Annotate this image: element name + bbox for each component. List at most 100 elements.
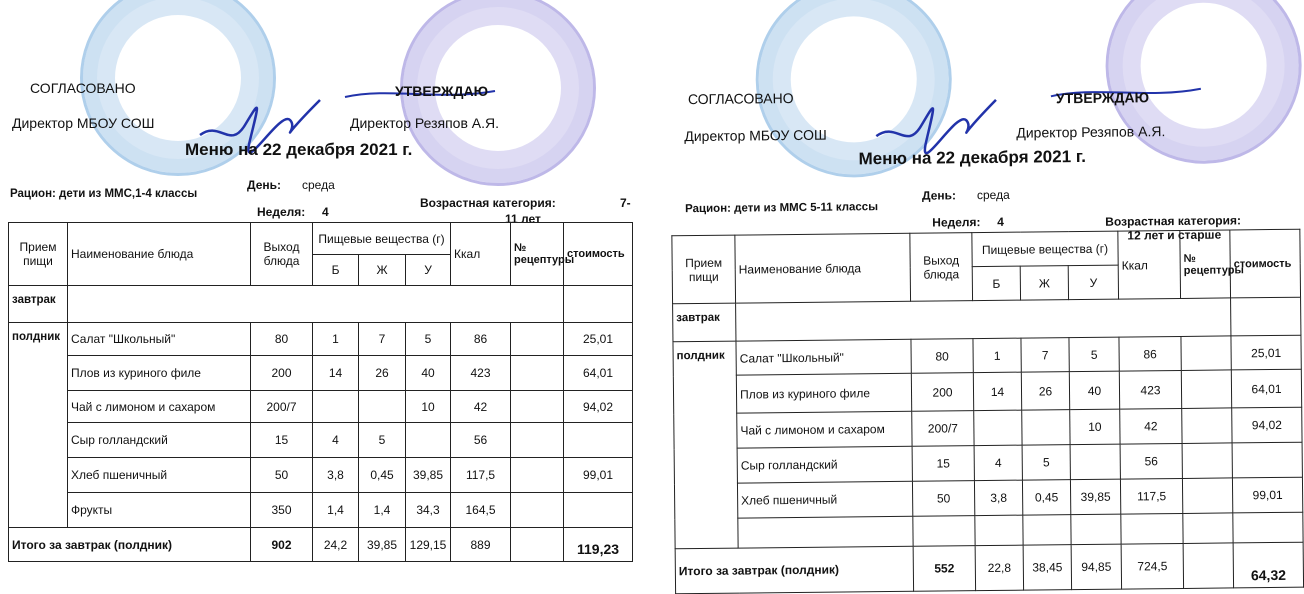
header-kcal: Ккал xyxy=(1117,230,1181,300)
header-meal: Прием пищи xyxy=(8,222,68,286)
cell-carbs: 39,85 xyxy=(1070,479,1121,515)
cell-cost: 64,01 xyxy=(563,355,634,391)
cell-cost xyxy=(563,422,634,458)
total-recipe xyxy=(510,527,565,562)
cell-yield: 50 xyxy=(912,480,975,517)
header-cost: стоимость xyxy=(563,222,634,286)
cell-kcal: 86 xyxy=(450,322,512,356)
cell-recipe xyxy=(1182,442,1233,479)
total-fats: 38,45 xyxy=(1023,544,1072,591)
cell-yield: 200 xyxy=(911,372,974,412)
cell-proteins: 14 xyxy=(973,372,1022,411)
total-label: Итого за завтрак (полдник) xyxy=(675,546,914,594)
cell-fats xyxy=(1021,409,1071,446)
empty-cell xyxy=(563,285,634,323)
cell-fats: 26 xyxy=(1021,371,1070,411)
meal-breakfast: завтрак xyxy=(672,303,736,342)
cell-yield: 80 xyxy=(910,338,974,374)
cell-kcal: 56 xyxy=(450,422,512,458)
cell-carbs xyxy=(1070,514,1122,545)
cell-carbs: 34,3 xyxy=(404,492,452,528)
total-row: Итого за завтрак (полдник) 902 24,2 39,85 12… xyxy=(8,527,634,562)
cell-yield: 80 xyxy=(250,322,313,356)
cell-proteins xyxy=(312,390,359,423)
cell-dish-name: Сыр голландский xyxy=(737,446,913,484)
cell-yield: 350 xyxy=(250,492,313,528)
cell-fats: 5 xyxy=(1022,444,1071,481)
cell-carbs: 40 xyxy=(404,355,452,391)
cell-recipe xyxy=(1181,369,1232,409)
round-stamp-blue xyxy=(80,0,276,176)
cell-kcal xyxy=(1120,513,1184,545)
director-left-label: Директор МБОУ СОШ xyxy=(684,126,827,145)
cell-yield: 200/7 xyxy=(250,390,313,423)
cell-carbs: 40 xyxy=(1069,371,1120,410)
cell-kcal: 42 xyxy=(450,390,512,423)
cell-yield xyxy=(912,515,976,547)
cell-kcal: 117,5 xyxy=(1120,478,1183,515)
menu-table: Прием пищи Наименование блюда Выход блюда П… xyxy=(8,222,634,562)
age-category-label: Возрастная категория: xyxy=(1105,213,1242,229)
cell-cost: 64,01 xyxy=(1231,369,1302,408)
header-meal: Прием пищи xyxy=(671,235,736,304)
total-kcal: 724,5 xyxy=(1121,543,1184,590)
cell-dish-name: Хлеб пшеничный xyxy=(67,457,251,493)
meal-breakfast: завтрак xyxy=(8,285,68,323)
cell-kcal: 86 xyxy=(1118,336,1182,372)
cell-fats: 5 xyxy=(358,422,406,458)
header-fats: Ж xyxy=(1020,265,1069,301)
cell-recipe xyxy=(510,322,565,356)
menu-page-1: СОГЛАСОВАНО Директор МБОУ СОШ УТВЕРЖДАЮ Дир… xyxy=(0,0,636,590)
approved-left-label: СОГЛАСОВАНО xyxy=(687,90,794,108)
cell-fats: 7 xyxy=(1020,337,1070,373)
cell-proteins xyxy=(973,410,1023,446)
cell-proteins: 4 xyxy=(312,422,359,458)
director-left-label: Директор МБОУ СОШ xyxy=(12,115,155,131)
total-cost: 119,23 xyxy=(563,527,634,562)
total-fats: 39,85 xyxy=(358,527,406,562)
cell-dish-name: Хлеб пшеничный xyxy=(737,481,913,519)
day-label: День: xyxy=(247,178,281,192)
ration-label: Рацион: дети из ММС,1-4 классы xyxy=(10,188,198,200)
header-cost: стоимость xyxy=(1229,229,1301,298)
cell-carbs: 5 xyxy=(404,322,452,356)
approved-right-label: УТВЕРЖДАЮ xyxy=(395,83,489,99)
cell-proteins: 1 xyxy=(312,322,359,356)
empty-cell xyxy=(1230,297,1301,336)
approved-right-label: УТВЕРЖДАЮ xyxy=(1055,89,1150,107)
cell-fats: 1,4 xyxy=(358,492,406,528)
cell-carbs: 10 xyxy=(1069,409,1121,445)
cell-cost: 25,01 xyxy=(563,322,634,356)
cell-kcal: 423 xyxy=(450,355,512,391)
table-row: полдник Салат "Школьный" 80 1 7 5 86 25,01 xyxy=(8,322,634,528)
cell-kcal: 117,5 xyxy=(450,457,512,493)
week-value: 4 xyxy=(322,205,329,219)
cell-dish-name: Чай с лимоном и сахаром xyxy=(67,390,251,423)
signature-line xyxy=(344,90,496,98)
cell-proteins: 4 xyxy=(974,445,1023,481)
ration-label: Рацион: дети из ММС 5-11 классы xyxy=(685,201,879,216)
cell-recipe xyxy=(510,390,565,423)
cell-carbs: 10 xyxy=(404,390,452,423)
cell-yield: 15 xyxy=(250,422,313,458)
cell-recipe xyxy=(510,355,565,391)
cell-carbs xyxy=(404,422,452,458)
cell-carbs: 39,85 xyxy=(404,457,452,493)
week-value: 4 xyxy=(997,214,1004,229)
cell-cost: 99,01 xyxy=(563,457,634,493)
header-proteins: Б xyxy=(312,254,359,286)
table-row: Чай с лимоном и сахаром 200/7 10 42 94,02 xyxy=(9,390,634,423)
header-dish-name: Наименование блюда xyxy=(734,233,911,304)
table-row: Хлеб пшеничный 50 3,8 0,45 39,85 117,5 99,01 xyxy=(9,457,634,493)
header-carbs: У xyxy=(404,254,452,286)
header-recipe: № рецептуры xyxy=(510,222,574,286)
cell-recipe xyxy=(510,492,565,528)
total-kcal: 889 xyxy=(450,527,512,562)
day-value: среда xyxy=(302,178,335,192)
day-value: среда xyxy=(976,187,1010,203)
header-yield: Выход блюда xyxy=(909,232,973,302)
cell-cost xyxy=(1232,442,1303,478)
header-recipe: № рецептуры xyxy=(1179,229,1244,299)
cell-yield: 15 xyxy=(912,445,975,482)
signature-line xyxy=(1050,87,1202,98)
